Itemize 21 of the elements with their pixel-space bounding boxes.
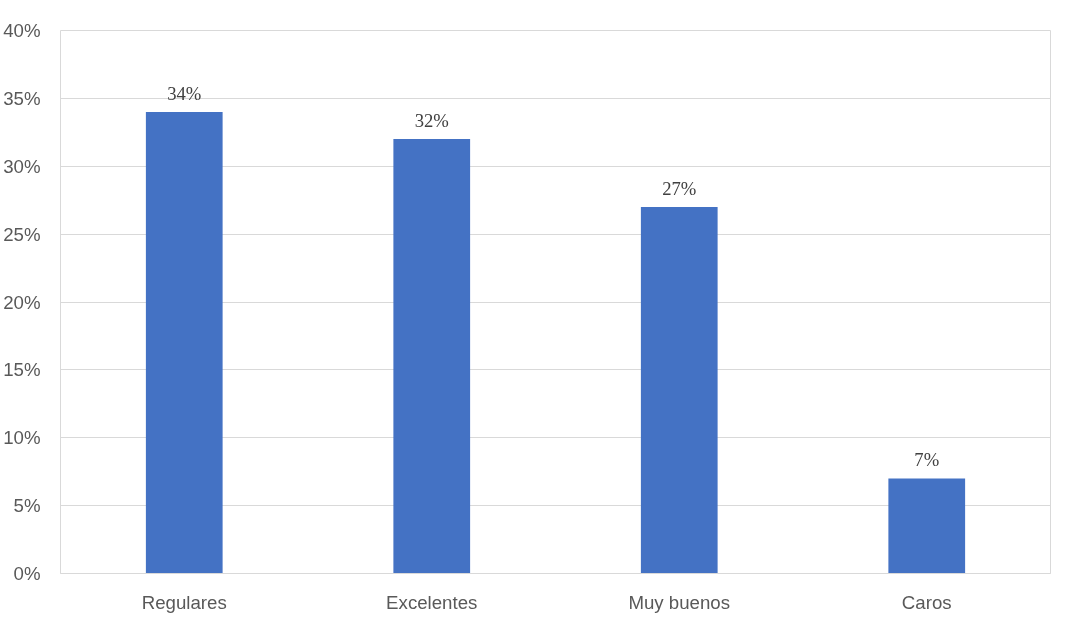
y-tick-label: 15% <box>3 359 41 381</box>
data-label: 7% <box>914 449 940 471</box>
y-tick-label: 10% <box>3 427 41 449</box>
y-tick-label: 5% <box>13 495 41 517</box>
x-tick-label: Caros <box>901 591 952 613</box>
x-tick-label: Excelentes <box>386 591 478 613</box>
y-tick-label: 40% <box>3 20 41 41</box>
data-label: 32% <box>414 110 449 132</box>
y-tick-label: 20% <box>3 291 41 313</box>
y-tick-label: 30% <box>3 155 41 177</box>
x-tick-label: Regulares <box>141 591 227 613</box>
data-label: 34% <box>167 82 202 104</box>
data-label: 27% <box>662 177 697 199</box>
y-tick-label: 35% <box>3 87 41 109</box>
bar <box>145 111 223 574</box>
bar <box>888 478 966 574</box>
bar <box>393 139 471 574</box>
bar <box>640 206 718 574</box>
x-tick-label: Muy buenos <box>628 591 731 613</box>
y-tick-label: 0% <box>13 563 41 584</box>
y-tick-label: 25% <box>3 223 41 245</box>
